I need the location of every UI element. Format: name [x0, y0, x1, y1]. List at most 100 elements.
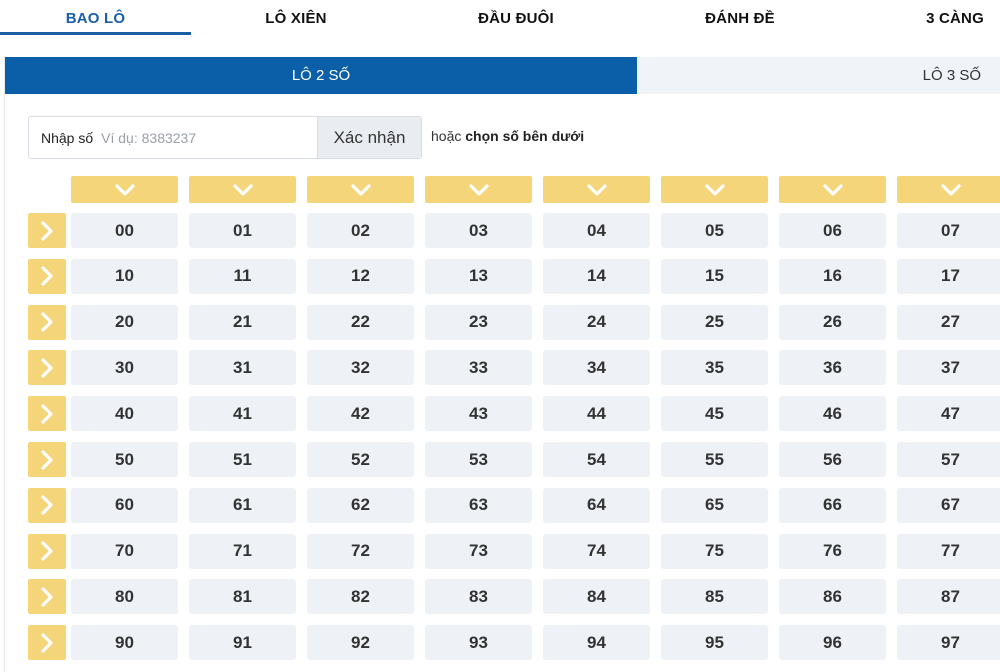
number-cell[interactable]: 43 — [425, 396, 532, 432]
number-cell[interactable]: 34 — [543, 350, 650, 386]
number-cell[interactable]: 04 — [543, 213, 650, 248]
number-cell[interactable]: 45 — [661, 396, 768, 432]
number-cell[interactable]: 80 — [71, 579, 178, 615]
number-cell[interactable]: 01 — [189, 213, 296, 248]
number-cell[interactable]: 53 — [425, 442, 532, 477]
tab-danh-de[interactable]: ĐÁNH ĐỀ — [640, 0, 840, 36]
number-cell[interactable]: 90 — [71, 625, 178, 661]
number-cell[interactable]: 42 — [307, 396, 414, 432]
number-cell[interactable]: 33 — [425, 350, 532, 386]
number-cell[interactable]: 72 — [307, 533, 414, 569]
select-row-button[interactable] — [28, 396, 66, 432]
number-cell[interactable]: 95 — [661, 625, 768, 661]
number-cell[interactable]: 23 — [425, 304, 532, 340]
number-cell[interactable]: 24 — [543, 304, 650, 340]
tab-lo-3-so[interactable]: LÔ 3 SỐ — [637, 57, 1000, 94]
number-cell[interactable]: 21 — [189, 304, 296, 340]
number-cell[interactable]: 26 — [779, 304, 886, 340]
number-cell[interactable]: 07 — [897, 213, 1000, 248]
number-cell[interactable]: 64 — [543, 487, 650, 523]
select-column-button[interactable] — [543, 176, 650, 203]
number-cell[interactable]: 06 — [779, 213, 886, 248]
number-cell[interactable]: 63 — [425, 487, 532, 523]
number-cell[interactable]: 60 — [71, 487, 178, 523]
number-cell[interactable]: 13 — [425, 258, 532, 294]
number-cell[interactable]: 40 — [71, 396, 178, 432]
number-cell[interactable]: 92 — [307, 625, 414, 661]
number-cell[interactable]: 84 — [543, 579, 650, 615]
select-row-button[interactable] — [28, 304, 66, 340]
select-column-button[interactable] — [897, 176, 1000, 203]
select-row-button[interactable] — [28, 579, 66, 615]
select-row-button[interactable] — [28, 442, 66, 477]
number-cell[interactable]: 77 — [897, 533, 1000, 569]
select-column-button[interactable] — [189, 176, 296, 203]
number-cell[interactable]: 81 — [189, 579, 296, 615]
tab-dau-duoi[interactable]: ĐẦU ĐUÔI — [416, 0, 616, 36]
number-cell[interactable]: 46 — [779, 396, 886, 432]
number-cell[interactable]: 20 — [71, 304, 178, 340]
number-cell[interactable]: 27 — [897, 304, 1000, 340]
number-cell[interactable]: 86 — [779, 579, 886, 615]
number-cell[interactable]: 31 — [189, 350, 296, 386]
number-cell[interactable]: 76 — [779, 533, 886, 569]
number-cell[interactable]: 50 — [71, 442, 178, 477]
number-cell[interactable]: 14 — [543, 258, 650, 294]
number-cell[interactable]: 36 — [779, 350, 886, 386]
number-cell[interactable]: 22 — [307, 304, 414, 340]
number-cell[interactable]: 82 — [307, 579, 414, 615]
number-cell[interactable]: 56 — [779, 442, 886, 477]
select-column-button[interactable] — [71, 176, 178, 203]
number-cell[interactable]: 03 — [425, 213, 532, 248]
number-cell[interactable]: 17 — [897, 258, 1000, 294]
number-cell[interactable]: 37 — [897, 350, 1000, 386]
number-cell[interactable]: 66 — [779, 487, 886, 523]
number-cell[interactable]: 54 — [543, 442, 650, 477]
tab-bao-lo[interactable]: BAO LÔ — [0, 0, 191, 36]
number-cell[interactable]: 12 — [307, 258, 414, 294]
select-column-button[interactable] — [307, 176, 414, 203]
number-input[interactable] — [93, 117, 294, 158]
tab-lo-xien[interactable]: LÔ XIÊN — [196, 0, 396, 36]
select-row-button[interactable] — [28, 350, 66, 386]
number-cell[interactable]: 67 — [897, 487, 1000, 523]
number-cell[interactable]: 41 — [189, 396, 296, 432]
number-cell[interactable]: 75 — [661, 533, 768, 569]
number-cell[interactable]: 00 — [71, 213, 178, 248]
number-cell[interactable]: 93 — [425, 625, 532, 661]
select-row-button[interactable] — [28, 533, 66, 569]
number-cell[interactable]: 16 — [779, 258, 886, 294]
number-cell[interactable]: 73 — [425, 533, 532, 569]
number-cell[interactable]: 94 — [543, 625, 650, 661]
number-cell[interactable]: 15 — [661, 258, 768, 294]
number-cell[interactable]: 87 — [897, 579, 1000, 615]
select-row-button[interactable] — [28, 487, 66, 523]
number-cell[interactable]: 70 — [71, 533, 178, 569]
number-cell[interactable]: 25 — [661, 304, 768, 340]
number-cell[interactable]: 83 — [425, 579, 532, 615]
tab-3-cang[interactable]: 3 CÀNG — [900, 0, 1000, 36]
number-cell[interactable]: 85 — [661, 579, 768, 615]
number-cell[interactable]: 91 — [189, 625, 296, 661]
confirm-button[interactable]: Xác nhận — [317, 117, 421, 158]
number-cell[interactable]: 71 — [189, 533, 296, 569]
select-column-button[interactable] — [779, 176, 886, 203]
number-cell[interactable]: 05 — [661, 213, 768, 248]
number-cell[interactable]: 74 — [543, 533, 650, 569]
number-cell[interactable]: 44 — [543, 396, 650, 432]
number-cell[interactable]: 65 — [661, 487, 768, 523]
number-cell[interactable]: 52 — [307, 442, 414, 477]
number-cell[interactable]: 97 — [897, 625, 1000, 661]
select-column-button[interactable] — [425, 176, 532, 203]
number-cell[interactable]: 10 — [71, 258, 178, 294]
number-cell[interactable]: 47 — [897, 396, 1000, 432]
number-cell[interactable]: 51 — [189, 442, 296, 477]
number-cell[interactable]: 32 — [307, 350, 414, 386]
number-cell[interactable]: 57 — [897, 442, 1000, 477]
number-cell[interactable]: 62 — [307, 487, 414, 523]
number-cell[interactable]: 35 — [661, 350, 768, 386]
select-row-button[interactable] — [28, 213, 66, 248]
number-cell[interactable]: 11 — [189, 258, 296, 294]
tab-lo-2-so[interactable]: LÔ 2 SỐ — [5, 57, 637, 94]
number-cell[interactable]: 02 — [307, 213, 414, 248]
